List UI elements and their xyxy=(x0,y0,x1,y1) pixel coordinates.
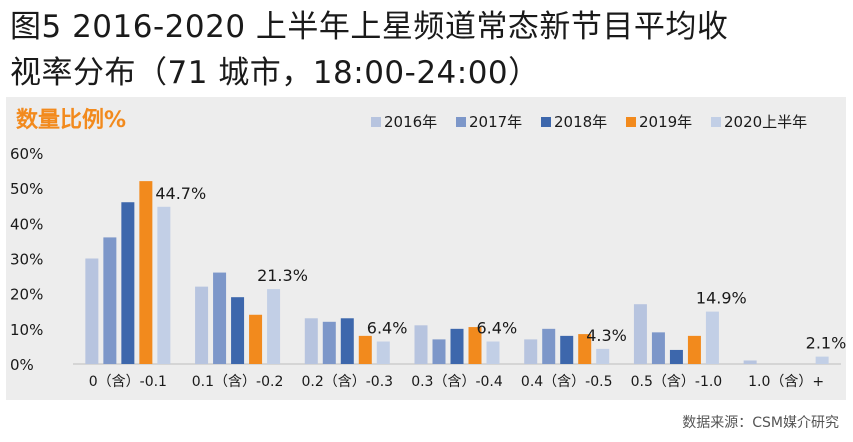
bar xyxy=(524,339,538,364)
bar xyxy=(633,304,647,364)
legend-label: 2019年 xyxy=(639,113,692,131)
bar xyxy=(267,289,281,364)
bar xyxy=(432,339,446,364)
bar xyxy=(669,349,683,364)
data-label: 21.3% xyxy=(257,266,308,285)
y-tick-label: 50% xyxy=(10,180,43,198)
bar xyxy=(743,360,757,364)
x-tick-label: 1.0（含）+ xyxy=(748,374,824,390)
bar xyxy=(687,335,701,364)
bar xyxy=(249,314,263,364)
chart-title: 图5 2016-2020 上半年上星频道常态新节目平均收 视率分布（71 城市，… xyxy=(10,4,845,96)
y-tick-label: 10% xyxy=(10,321,43,339)
data-label: 14.9% xyxy=(696,289,747,308)
bar xyxy=(121,202,135,364)
bar xyxy=(560,335,574,364)
y-tick-label: 40% xyxy=(10,215,43,233)
bar xyxy=(103,237,117,364)
data-label: 6.4% xyxy=(477,318,518,337)
data-label: 2.1% xyxy=(806,334,846,353)
legend-label: 2018年 xyxy=(554,113,607,131)
y-tick-label: 60% xyxy=(10,145,43,163)
bar xyxy=(213,272,227,364)
y-axis-label: 数量比例% xyxy=(16,107,126,133)
bar xyxy=(322,321,336,364)
bar xyxy=(304,318,318,364)
bar xyxy=(139,181,153,364)
bar xyxy=(376,341,390,364)
legend-label: 2017年 xyxy=(469,113,522,131)
bar xyxy=(340,318,354,364)
x-tick-label: 0.3（含）-0.4 xyxy=(411,374,503,390)
y-tick-label: 30% xyxy=(10,251,43,269)
bar xyxy=(358,335,372,364)
legend-swatch xyxy=(541,117,551,127)
legend-swatch xyxy=(626,117,636,127)
legend-swatch xyxy=(711,117,721,127)
title-line-2: 视率分布（71 城市，18:00-24:00） xyxy=(10,55,540,91)
source-note: 数据来源：CSM媒介研究 xyxy=(682,415,839,431)
data-label: 4.3% xyxy=(586,326,627,345)
x-tick-label: 0.2（含）-0.3 xyxy=(301,374,393,390)
bar xyxy=(705,311,719,364)
x-tick-label: 0.4（含）-0.5 xyxy=(521,374,613,390)
title-line-1: 图5 2016-2020 上半年上星频道常态新节目平均收 xyxy=(10,9,729,45)
bar-chart: 数量比例% 0% 10% 20% 30% 40% 50% 60% 44.7% 0（含）-0.1 21… xyxy=(10,107,846,390)
x-tick-label: 0.1（含）-0.2 xyxy=(192,374,284,390)
data-label: 6.4% xyxy=(367,318,408,337)
legend-swatch xyxy=(371,117,381,127)
bar xyxy=(651,332,665,364)
bar xyxy=(815,356,829,364)
y-tick-label: 0% xyxy=(10,356,34,374)
bar xyxy=(157,206,171,364)
y-tick-label: 20% xyxy=(10,286,43,304)
bar xyxy=(450,328,464,364)
legend-label: 2016年 xyxy=(384,113,437,131)
bar xyxy=(596,348,610,364)
bar xyxy=(231,297,245,364)
data-label: 44.7% xyxy=(155,184,206,203)
x-tick-label: 0（含）-0.1 xyxy=(89,374,167,390)
bar xyxy=(414,325,428,364)
bar xyxy=(578,334,592,364)
bar xyxy=(486,341,500,364)
bar xyxy=(195,286,209,364)
bar xyxy=(468,327,482,364)
bar xyxy=(542,328,556,364)
bar xyxy=(85,258,99,364)
legend-swatch xyxy=(456,117,466,127)
legend-label: 2020上半年 xyxy=(724,113,807,131)
x-tick-label: 0.5（含）-1.0 xyxy=(631,374,723,390)
chart-area: 数量比例% 0% 10% 20% 30% 40% 50% 60% 44.7% 0（含）-0.1 21… xyxy=(6,97,846,400)
